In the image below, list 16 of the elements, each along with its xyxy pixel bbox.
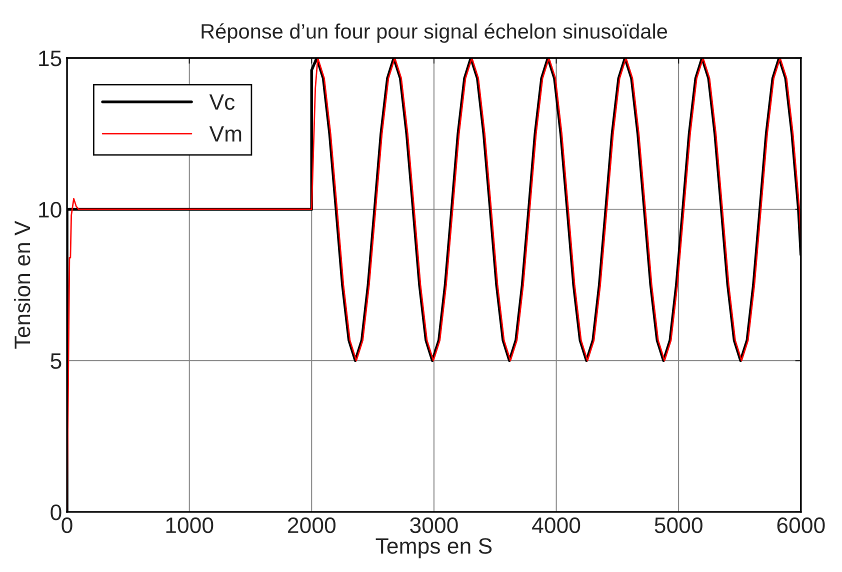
x-axis-title: Temps en S — [376, 538, 492, 558]
legend-label: Vc — [209, 94, 235, 110]
x-tick-label: 4000 — [532, 517, 580, 534]
y-tick-label: 0 — [50, 504, 62, 520]
x-tick-label: 6000 — [777, 517, 825, 534]
x-tick-label: 3000 — [410, 517, 458, 534]
x-tick-label: 1000 — [166, 517, 214, 534]
x-tick-label: 0 — [62, 517, 72, 534]
y-tick-label: 15 — [39, 50, 62, 66]
y-axis-title: Tension en V — [14, 220, 30, 349]
legend-label: Vm — [209, 126, 242, 142]
chart-title: Réponse d’un four pour signal échelon sinusoïdale — [202, 23, 668, 43]
y-tick-label: 5 — [50, 353, 62, 369]
y-tick-label: 10 — [39, 202, 62, 218]
x-tick-label: 2000 — [288, 517, 336, 534]
x-tick-label: 5000 — [654, 517, 702, 534]
